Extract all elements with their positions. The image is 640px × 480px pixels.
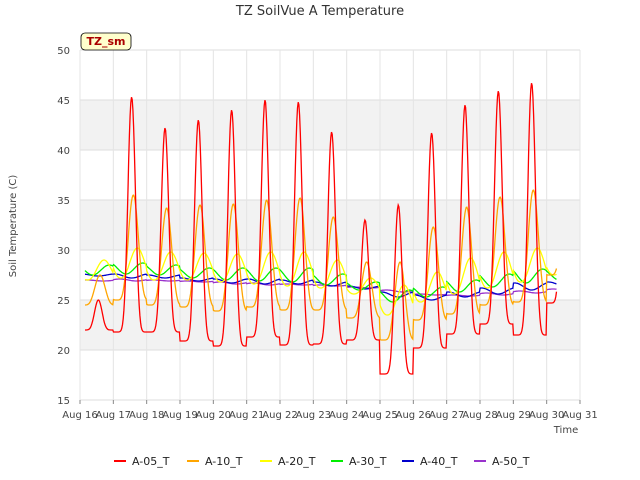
x-tick-label: Aug 24 <box>329 410 364 421</box>
series-line-a10 <box>85 189 558 341</box>
x-tick-label: Aug 28 <box>462 410 497 421</box>
series-lines <box>84 83 558 375</box>
y-tick-label: 15 <box>57 396 70 407</box>
x-tick-label: Aug 19 <box>162 410 197 421</box>
y-axis-label: Soil Temperature (C) <box>8 175 19 278</box>
series-line-a05 <box>85 83 558 375</box>
x-tick-label: Aug 21 <box>229 410 264 421</box>
x-tick-label: Aug 30 <box>529 410 564 421</box>
x-tick-label: Aug 26 <box>396 410 431 421</box>
site-badge-text: TZ_sm <box>87 35 126 48</box>
x-axis-label: Time <box>553 425 578 436</box>
series-line-a50 <box>85 278 557 297</box>
y-tick-label: 20 <box>57 346 70 357</box>
legend-label-a40: A-40_T <box>420 455 458 468</box>
y-tick-label: 50 <box>57 46 70 57</box>
series-line-a30 <box>84 262 557 303</box>
x-tick-label: Aug 20 <box>196 410 231 421</box>
x-tick-label: Aug 17 <box>96 410 131 421</box>
y-tick-label: 40 <box>57 146 70 157</box>
legend-label-a50: A-50_T <box>492 455 530 468</box>
y-tick-label: 45 <box>57 96 70 107</box>
x-tick-label: Aug 23 <box>296 410 331 421</box>
series-line-a20 <box>84 247 557 316</box>
site-badge: TZ_sm <box>80 32 132 51</box>
plot-band <box>80 300 580 350</box>
y-tick-label: 25 <box>57 296 70 307</box>
x-tick-label: Aug 16 <box>62 410 97 421</box>
y-axis-ticks: 15 20 25 30 35 40 45 50 <box>57 46 70 407</box>
legend-label-a05: A-05_T <box>132 455 170 468</box>
chart-title: TZ SoilVue A Temperature <box>235 4 404 19</box>
x-tick-label: Aug 27 <box>429 410 464 421</box>
x-tick-label: Aug 18 <box>129 410 164 421</box>
x-tick-label: Aug 29 <box>496 410 531 421</box>
x-tick-label: Aug 22 <box>262 410 297 421</box>
site-badge-box <box>80 32 132 51</box>
legend-label-a30: A-30_T <box>349 455 387 468</box>
y-tick-label: 30 <box>57 246 70 257</box>
legend-label-a10: A-10_T <box>205 455 243 468</box>
plot-background <box>80 50 580 400</box>
y-tick-label: 35 <box>57 196 70 207</box>
x-tick-label: Aug 25 <box>362 410 397 421</box>
legend: A-05_T A-10_T A-20_T A-30_T A-40_T A-50_T <box>114 455 530 468</box>
x-tick-label: Aug 31 <box>562 410 597 421</box>
legend-label-a20: A-20_T <box>278 455 316 468</box>
